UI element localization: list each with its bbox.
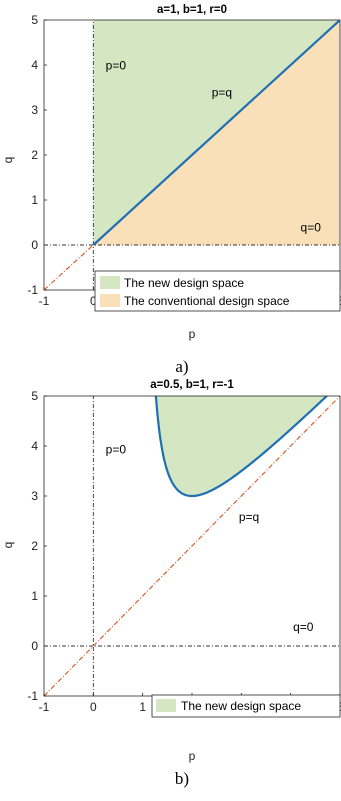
chart-a-ytick-label: 4: [31, 58, 38, 72]
chart-a-ytick-label: 2: [31, 148, 38, 162]
chart-a-ytick-label: 3: [31, 103, 38, 117]
chart-a-title: a=1, b=1, r=0: [157, 4, 227, 16]
chart-a-ytick-label: -1: [27, 283, 38, 297]
chart-a-xlabel: p: [189, 327, 196, 341]
chart-b-legend-label-new: The new design space: [181, 699, 301, 713]
chart-a-legend-swatch-new: [100, 276, 120, 289]
chart-b-ytick-label: 0: [31, 639, 38, 653]
chart-b-xtick-label: 0: [90, 700, 97, 714]
chart-a-ylabel: q: [1, 157, 15, 164]
chart-b-ytick-label: 1: [31, 589, 38, 603]
chart-a-legend-label-new: The new design space: [124, 276, 244, 290]
chart-b-annotation-pq: p=q: [239, 510, 259, 524]
chart-b-ytick-label: 2: [31, 539, 38, 553]
chart-b-ytick-label: 4: [31, 439, 38, 453]
chart-b-ytick-label: 5: [31, 389, 38, 403]
chart-a-ytick-label: 5: [31, 13, 38, 27]
chart-b-ylabel: q: [1, 542, 15, 549]
chart-a-legend: The new design space The conventional de…: [95, 271, 340, 311]
chart-b-xlabel: p: [189, 749, 196, 763]
chart-a-ytick-label: 0: [31, 238, 38, 252]
chart-a-caption: a): [175, 357, 188, 376]
chart-a-legend-label-conventional: The conventional design space: [124, 294, 290, 308]
chart-a-annotation-q0: q=0: [301, 221, 322, 235]
chart-b-annotation-q0: q=0: [293, 620, 314, 634]
chart-b-legend-swatch-new: [156, 699, 176, 712]
chart-b-annotation-p0: p=0: [106, 443, 127, 457]
chart-b-caption: b): [175, 769, 189, 788]
chart-b-title: a=0.5, b=1, r=-1: [150, 379, 234, 391]
chart-a-annotation-pq: p=q: [212, 86, 232, 100]
chart-b-legend: The new design space: [152, 695, 340, 717]
chart-a-annotation-p0: p=0: [106, 59, 127, 73]
chart-a-legend-swatch-conventional: [100, 294, 120, 307]
chart-b-ytick-label: -1: [27, 689, 38, 703]
chart-b-xtick-label: -1: [39, 700, 50, 714]
chart-b-ytick-label: 3: [31, 489, 38, 503]
chart-b-xtick-label: 1: [139, 700, 146, 714]
chart-a-ytick-label: 1: [31, 193, 38, 207]
chart-a-xtick-label: -1: [39, 294, 50, 308]
